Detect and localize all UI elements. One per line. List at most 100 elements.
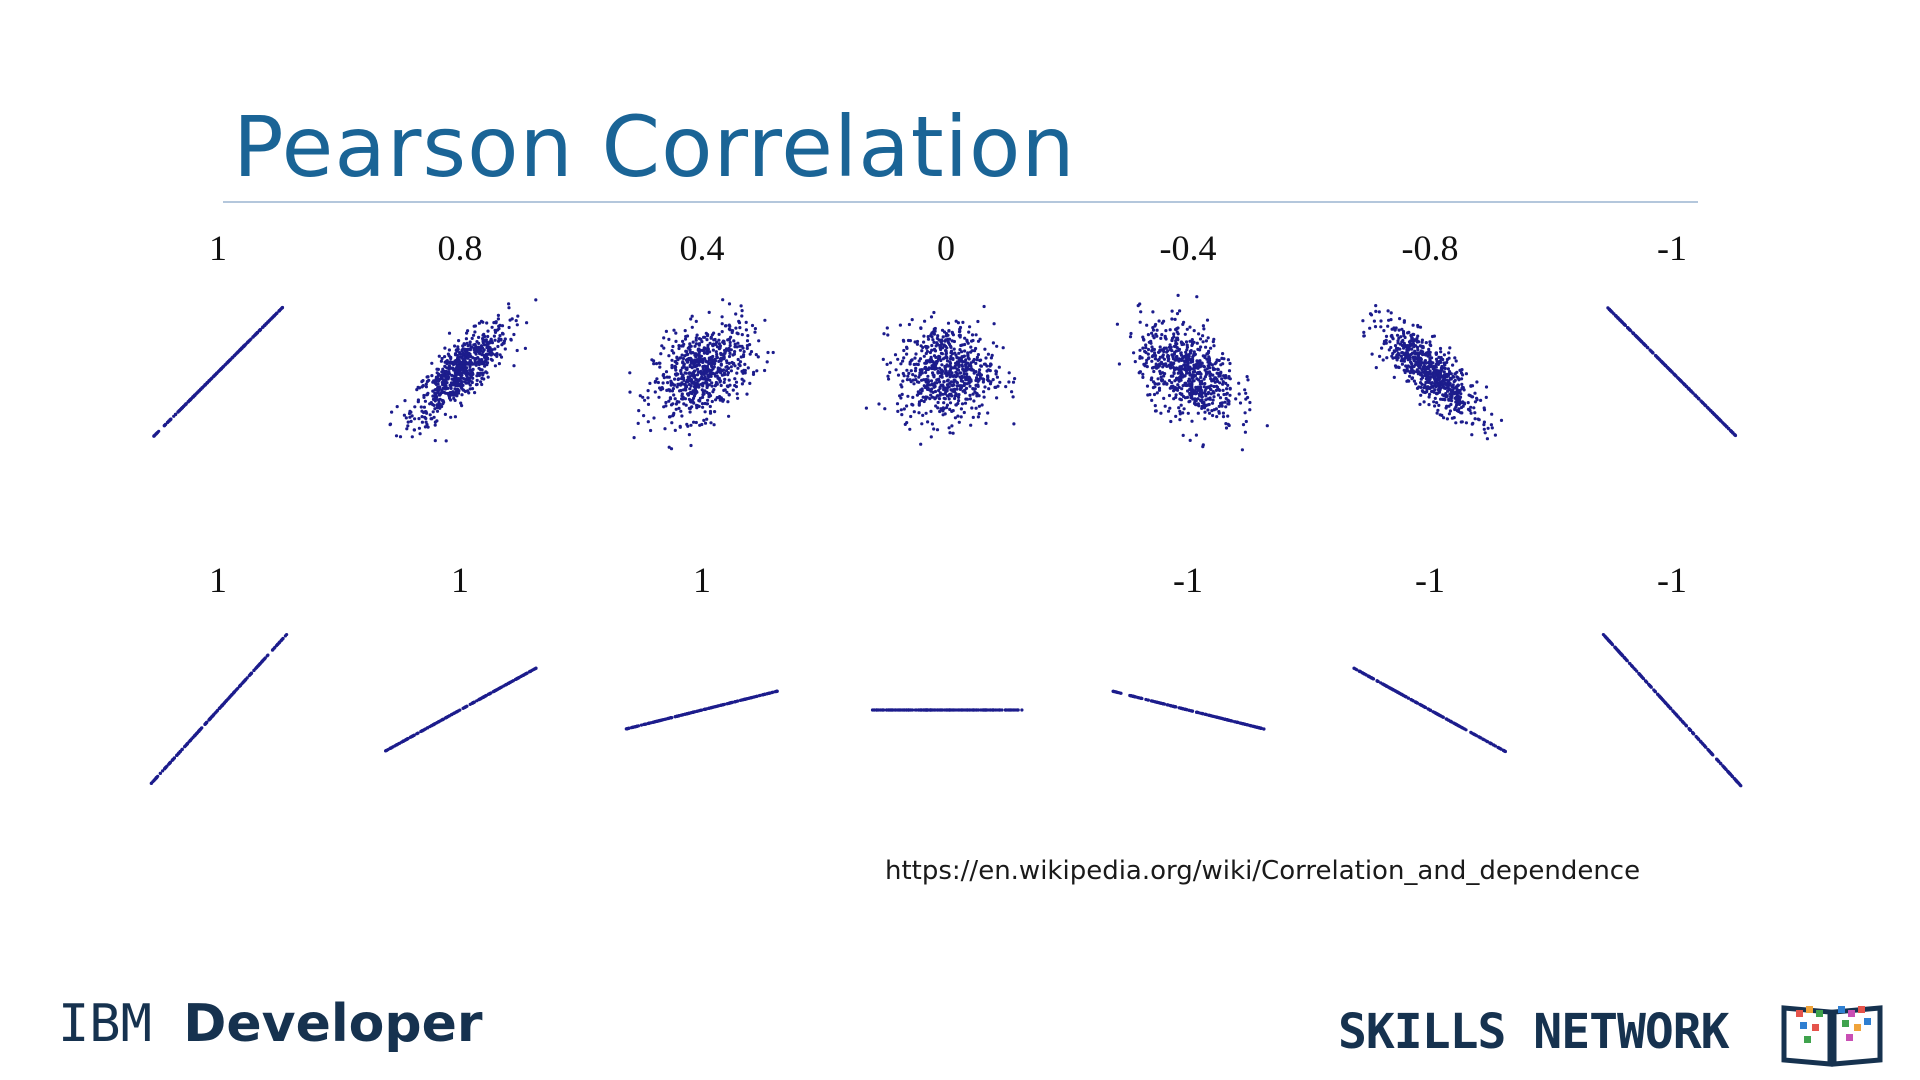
data-point: [480, 358, 484, 362]
data-point: [462, 377, 466, 381]
data-point: [1473, 417, 1477, 421]
data-point: [1167, 379, 1172, 383]
data-point: [1452, 391, 1456, 395]
data-point: [454, 383, 458, 388]
data-point: [954, 374, 958, 378]
data-point: [172, 756, 176, 760]
data-point: [1412, 332, 1416, 337]
data-point: [521, 673, 525, 678]
data-point: [745, 392, 749, 396]
data-point: [1199, 345, 1203, 349]
data-point: [449, 381, 454, 385]
data-point: [1212, 395, 1216, 399]
data-point: [688, 342, 692, 346]
data-point: [991, 341, 996, 345]
data-point: [945, 403, 950, 407]
data-point: [482, 339, 486, 343]
data-point: [924, 351, 928, 356]
data-point: [1139, 310, 1143, 314]
data-point: [958, 371, 962, 375]
data-point: [1459, 420, 1463, 424]
data-point: [765, 360, 769, 364]
data-point: [770, 691, 774, 695]
data-point: [1372, 319, 1376, 323]
data-point: [1732, 432, 1736, 436]
data-point: [484, 370, 488, 374]
data-point: [1453, 372, 1457, 376]
data-point: [1179, 398, 1183, 402]
data-point: [978, 358, 982, 363]
data-point: [1392, 350, 1396, 354]
data-point: [1389, 318, 1393, 322]
data-point: [388, 423, 392, 427]
data-point: [702, 368, 706, 372]
data-point: [748, 381, 752, 385]
data-point: [490, 351, 494, 355]
data-point: [905, 404, 909, 408]
data-point: [440, 375, 444, 379]
data-point: [705, 338, 709, 342]
data-point: [1194, 385, 1198, 389]
data-point: [165, 764, 169, 768]
data-point: [965, 708, 970, 712]
data-point: [468, 387, 472, 391]
data-point: [661, 381, 665, 385]
data-point: [979, 364, 983, 368]
data-point: [453, 415, 457, 419]
data-point: [184, 743, 189, 747]
data-point: [1153, 351, 1157, 355]
data-point: [1200, 390, 1204, 394]
data-point: [1389, 345, 1393, 350]
data-point: [940, 383, 945, 387]
data-point: [877, 402, 881, 406]
data-point: [918, 373, 922, 377]
data-point: [912, 362, 916, 367]
data-point: [909, 414, 913, 419]
data-point: [1184, 363, 1188, 367]
data-point: [493, 347, 497, 351]
data-point: [1147, 356, 1151, 360]
data-point: [681, 356, 686, 361]
data-point: [480, 353, 484, 357]
data-point: [1179, 370, 1184, 375]
data-point: [442, 378, 446, 382]
data-point: [733, 345, 737, 349]
data-point: [422, 405, 426, 409]
data-point: [496, 339, 501, 343]
data-point: [1170, 386, 1174, 390]
line-panel-row2-4: [1111, 689, 1266, 731]
data-point: [933, 384, 937, 388]
data-point: [992, 322, 996, 326]
data-point: [437, 354, 441, 358]
data-point: [710, 381, 714, 385]
data-point: [1435, 391, 1439, 395]
data-point: [914, 366, 918, 370]
data-point: [418, 432, 422, 436]
data-point: [1224, 381, 1228, 385]
data-point: [385, 748, 389, 753]
data-point: [679, 369, 683, 373]
data-point: [224, 362, 228, 366]
data-point: [646, 402, 651, 406]
data-point: [243, 678, 247, 682]
data-point: [191, 735, 195, 740]
data-point: [930, 364, 934, 368]
data-point: [687, 433, 692, 437]
data-point: [1433, 377, 1437, 381]
data-point: [180, 406, 184, 410]
data-point: [435, 371, 439, 375]
data-point: [745, 346, 749, 350]
data-point: [686, 378, 690, 383]
data-point: [919, 391, 923, 395]
data-point: [915, 380, 920, 384]
data-point: [930, 343, 934, 348]
data-point: [762, 692, 767, 697]
data-point: [719, 356, 723, 360]
data-point: [420, 385, 424, 389]
data-point: [940, 369, 945, 373]
data-point: [1196, 366, 1200, 370]
data-point: [898, 708, 902, 712]
data-point: [1406, 379, 1410, 383]
data-point: [933, 329, 937, 333]
